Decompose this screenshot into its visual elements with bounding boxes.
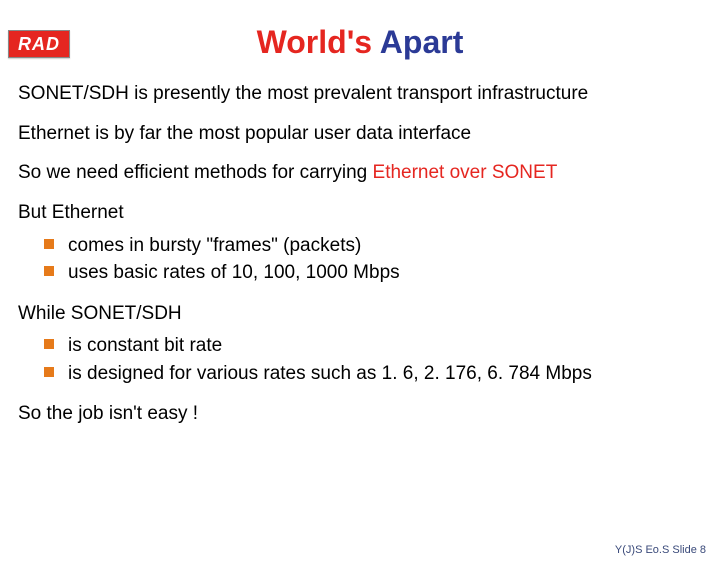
para-3: So we need efficient methods for carryin… xyxy=(18,160,702,186)
bullet-list-2: is constant bit rateis designed for vari… xyxy=(44,332,702,387)
list-item: is designed for various rates such as 1.… xyxy=(44,360,702,388)
para-5: While SONET/SDH xyxy=(18,301,702,327)
title-word2: Apart xyxy=(380,24,464,60)
slide-title: World's Apart xyxy=(0,24,720,61)
para-3-a: So we need efficient methods for carryin… xyxy=(18,162,373,183)
list-item: is constant bit rate xyxy=(44,332,702,360)
para-4: But Ethernet xyxy=(18,200,702,226)
brand-logo: RAD xyxy=(8,30,70,58)
para-3-b: Ethernet over SONET xyxy=(373,162,558,183)
title-word1: World's xyxy=(257,24,372,60)
brand-logo-text: RAD xyxy=(18,34,60,55)
slide-content: SONET/SDH is presently the most prevalen… xyxy=(0,81,720,427)
para-6: So the job isn't easy ! xyxy=(18,401,702,427)
list-item: uses basic rates of 10, 100, 1000 Mbps xyxy=(44,259,702,287)
para-2: Ethernet is by far the most popular user… xyxy=(18,121,702,147)
list-item: comes in bursty "frames" (packets) xyxy=(44,232,702,260)
slide-footer: Y(J)S Eo.S Slide 8 xyxy=(615,544,706,556)
para-1: SONET/SDH is presently the most prevalen… xyxy=(18,81,702,107)
bullet-list-1: comes in bursty "frames" (packets)uses b… xyxy=(44,232,702,287)
